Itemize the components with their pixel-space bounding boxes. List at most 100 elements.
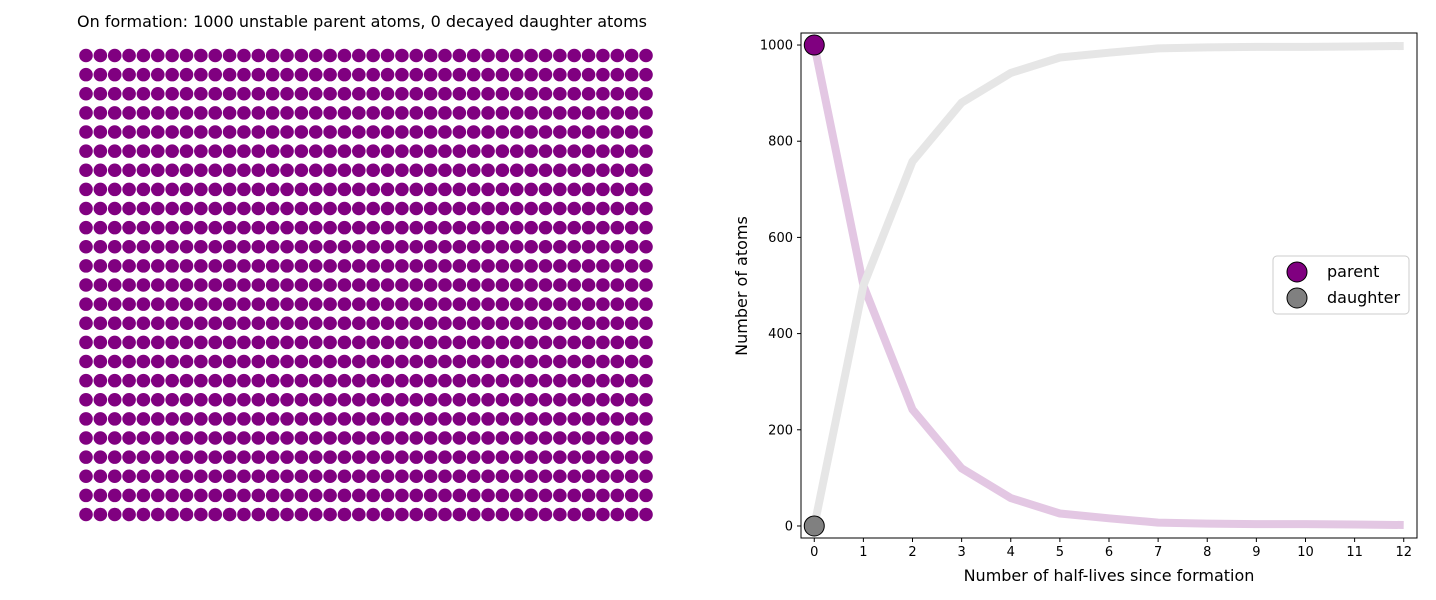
parent-atom: [323, 488, 337, 503]
parent-atom: [481, 106, 495, 120]
parent-atom: [352, 450, 366, 464]
parent-atom: [79, 144, 93, 158]
parent-atom: [624, 67, 639, 82]
parent-atom: [380, 182, 395, 197]
parent-atom: [581, 412, 596, 426]
parent-atom: [150, 239, 165, 254]
parent-atom: [553, 316, 567, 331]
parent-atom: [122, 469, 136, 484]
parent-atom: [538, 106, 553, 120]
parent-atom: [610, 488, 625, 503]
parent-atom: [380, 239, 395, 254]
parent-atom: [481, 392, 495, 407]
parent-atom: [337, 392, 352, 407]
parent-atom: [323, 259, 337, 273]
parent-atom: [567, 278, 582, 292]
y-axis-label: Number of atoms: [732, 216, 751, 356]
parent-atom: [280, 278, 294, 292]
parent-atom: [136, 278, 151, 292]
parent-atom: [294, 278, 309, 292]
parent-atom: [337, 163, 352, 178]
parent-atom: [194, 335, 208, 350]
parent-atom: [79, 182, 93, 197]
parent-atom: [136, 239, 151, 254]
parent-atom: [222, 220, 237, 235]
parent-atom: [553, 335, 567, 350]
parent-atom: [122, 239, 136, 254]
parent-atom: [136, 507, 151, 522]
parent-atom: [553, 201, 567, 216]
parent-atom: [509, 239, 524, 254]
parent-atom: [79, 48, 93, 63]
parent-atom: [208, 507, 223, 522]
parent-atom: [352, 259, 366, 273]
parent-atom: [538, 125, 553, 139]
parent-atom: [122, 392, 136, 407]
parent-atom: [308, 278, 323, 292]
parent-atom: [409, 106, 424, 120]
parent-atom: [208, 469, 223, 484]
parent-atom: [395, 507, 409, 522]
parent-atom: [452, 354, 467, 369]
parent-atom: [165, 450, 179, 464]
parent-atom: [524, 450, 538, 464]
parent-atom: [524, 278, 538, 292]
parent-atom: [136, 125, 151, 139]
parent-atom: [208, 48, 223, 63]
parent-atom: [366, 125, 380, 139]
parent-atom: [639, 48, 653, 63]
parent-atom: [409, 297, 424, 311]
parent-atom: [79, 431, 93, 445]
parent-atom: [466, 507, 481, 522]
parent-atom: [323, 469, 337, 484]
parent-atom: [280, 86, 294, 101]
parent-atom: [509, 144, 524, 158]
parent-atom: [79, 220, 93, 235]
parent-atom: [280, 239, 294, 254]
parent-atom: [194, 278, 208, 292]
parent-atom: [93, 278, 108, 292]
parent-atom: [308, 412, 323, 426]
parent-atom: [596, 335, 610, 350]
parent-atom: [265, 354, 280, 369]
parent-atom: [265, 106, 280, 120]
parent-atom: [237, 144, 251, 158]
parent-atom: [308, 469, 323, 484]
parent-atom: [423, 412, 438, 426]
parent-atom: [581, 201, 596, 216]
parent-atom: [136, 431, 151, 445]
parent-atom: [352, 469, 366, 484]
parent-atom: [366, 201, 380, 216]
parent-atom: [553, 488, 567, 503]
parent-atom: [93, 469, 108, 484]
left-panel-title: On formation: 1000 unstable parent atoms…: [77, 12, 647, 31]
parent-atom: [79, 201, 93, 216]
parent-atom: [466, 373, 481, 388]
parent-atom: [323, 125, 337, 139]
parent-atom: [495, 450, 510, 464]
parent-atom: [194, 48, 208, 63]
parent-atom: [237, 278, 251, 292]
parent-atom: [509, 125, 524, 139]
parent-atom: [280, 488, 294, 503]
parent-atom: [466, 163, 481, 178]
parent-atom: [452, 48, 467, 63]
parent-atom: [208, 354, 223, 369]
parent-atom: [323, 297, 337, 311]
parent-atom: [581, 239, 596, 254]
parent-atom: [639, 163, 653, 178]
parent-atom: [165, 220, 179, 235]
x-tick-label: 4: [1007, 545, 1015, 560]
parent-atom: [596, 354, 610, 369]
parent-atom: [323, 412, 337, 426]
parent-atom: [337, 335, 352, 350]
parent-atom: [624, 507, 639, 522]
parent-atom: [208, 488, 223, 503]
parent-atom: [165, 316, 179, 331]
parent-atom: [150, 67, 165, 82]
parent-atom: [509, 450, 524, 464]
parent-atom: [93, 392, 108, 407]
parent-atom: [107, 239, 122, 254]
parent-atom: [553, 354, 567, 369]
parent-atom: [150, 316, 165, 331]
